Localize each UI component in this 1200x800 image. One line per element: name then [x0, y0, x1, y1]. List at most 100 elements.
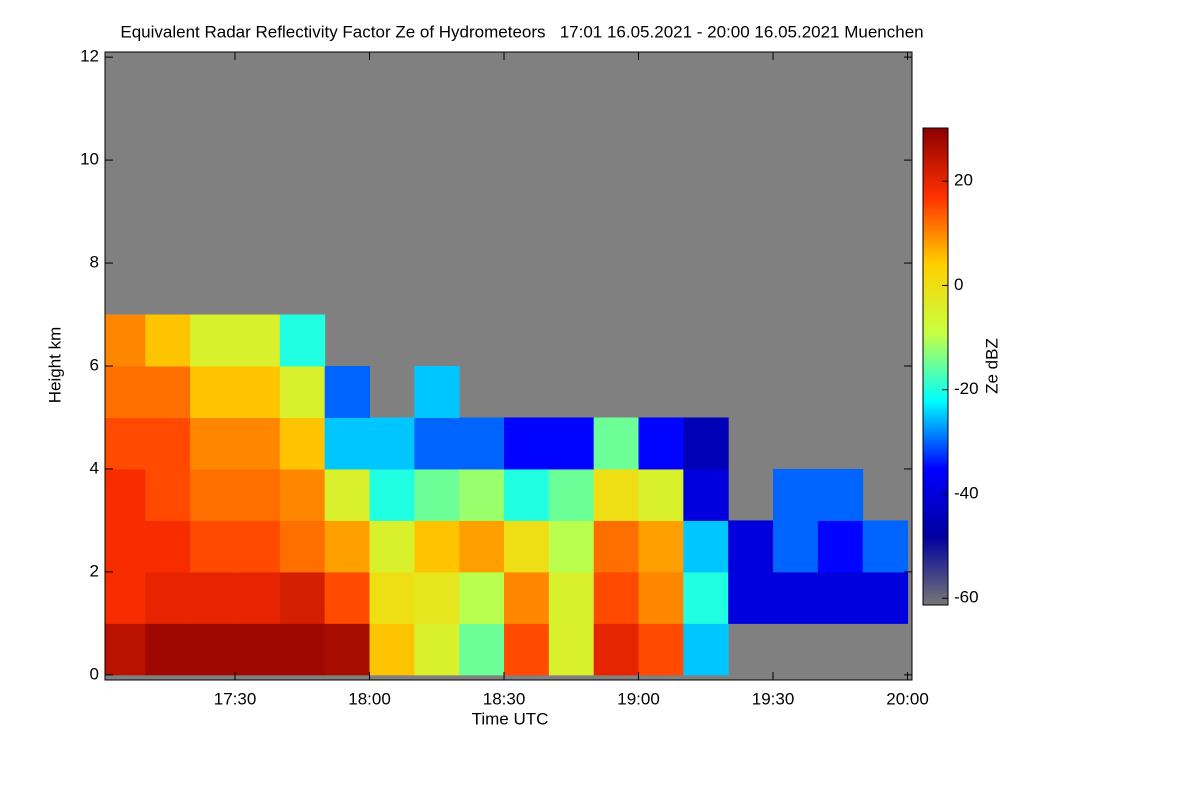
heatmap-cell [593, 623, 640, 676]
heatmap-cell [105, 417, 146, 470]
heatmap-cell [105, 520, 146, 573]
heatmap-cell [324, 623, 371, 676]
heatmap-cell [817, 571, 864, 624]
heatmap-cell [235, 571, 281, 624]
heatmap-cell [235, 520, 281, 573]
y-axis-label: Height km [45, 327, 64, 404]
heatmap-cell [279, 366, 326, 418]
heatmap-cell [548, 520, 595, 573]
heatmap-cell [817, 468, 864, 521]
heatmap-cell [324, 417, 371, 470]
heatmap-cell [145, 571, 191, 624]
chart-title: Equivalent Radar Reflectivity Factor Ze … [120, 22, 923, 41]
heatmap-cell [145, 623, 191, 676]
heatmap-cell [683, 623, 729, 676]
heatmap-cell [683, 571, 729, 624]
heatmap-cell [459, 520, 505, 573]
y-tick-label: 4 [90, 458, 99, 477]
heatmap-cell [145, 468, 191, 521]
heatmap-cell [190, 520, 236, 573]
heatmap-cell [459, 417, 505, 470]
heatmap-cell [414, 571, 460, 624]
y-tick-label: 6 [90, 355, 99, 374]
heatmap-cell [279, 520, 326, 573]
heatmap-cell [324, 366, 371, 418]
heatmap-cell [504, 520, 550, 573]
x-tick-label: 18:00 [348, 689, 391, 708]
colorbar-tick-label: -20 [954, 379, 979, 398]
heatmap-cell [414, 520, 460, 573]
heatmap-cell [105, 468, 146, 521]
heatmap-cell [504, 623, 550, 676]
heatmap-cell [728, 520, 774, 573]
heatmap-cell [235, 468, 281, 521]
heatmap-cell [369, 571, 415, 624]
heatmap-cell [105, 314, 146, 367]
heatmap-cell [683, 468, 729, 521]
colorbar-tick-label: 0 [954, 275, 963, 294]
heatmap-cell [279, 417, 326, 470]
heatmap-cell [862, 571, 909, 624]
heatmap-cell [279, 623, 326, 676]
heatmap-cell [459, 623, 505, 676]
heatmap-cell [593, 571, 640, 624]
heatmap-cell [773, 468, 819, 521]
heatmap-cell [145, 417, 191, 470]
heatmap-cell [548, 417, 595, 470]
heatmap-cell [145, 366, 191, 418]
heatmap-cell [817, 520, 864, 573]
heatmap-cell [324, 468, 371, 521]
heatmap-cell [369, 417, 415, 470]
y-tick-label: 8 [90, 253, 99, 272]
x-tick-label: 19:30 [752, 689, 795, 708]
heatmap-cell [369, 520, 415, 573]
heatmap-cell [683, 520, 729, 573]
heatmap-cell [105, 366, 146, 418]
heatmap-cell [414, 468, 460, 521]
heatmap-cell [593, 468, 640, 521]
colorbar-tick-label: -40 [954, 483, 979, 502]
heatmap-cell [279, 314, 326, 367]
heatmap-cell [773, 571, 819, 624]
heatmap-cell [235, 417, 281, 470]
heatmap-cell [638, 468, 684, 521]
colorbar [922, 127, 949, 606]
heatmap-cell [235, 366, 281, 418]
colorbar-tick-label: -60 [954, 588, 979, 607]
x-tick-label: 19:00 [617, 689, 660, 708]
heatmap-cell [683, 417, 729, 470]
heatmap-cell [369, 468, 415, 521]
colorbar-label: Ze dBZ [982, 338, 1001, 394]
heatmap-cell [459, 571, 505, 624]
heatmap-cell [190, 623, 236, 676]
y-tick-label: 10 [80, 150, 99, 169]
heatmap-cell [235, 314, 281, 367]
heatmap-cell [862, 520, 909, 573]
heatmap-cell [504, 468, 550, 521]
x-axis-label: Time UTC [472, 709, 549, 728]
heatmap-cell [190, 571, 236, 624]
heatmap-cell [773, 520, 819, 573]
y-tick-label: 12 [80, 47, 99, 66]
colorbar-tick-label: 20 [954, 171, 973, 190]
heatmap-cell [279, 571, 326, 624]
heatmap-cell [235, 623, 281, 676]
heatmap-cell [190, 314, 236, 367]
heatmap-cell [728, 571, 774, 624]
heatmap-cell [369, 623, 415, 676]
heatmap-cell [548, 571, 595, 624]
heatmap-cell [593, 417, 640, 470]
heatmap-cell [548, 468, 595, 521]
heatmap-cell [638, 623, 684, 676]
heatmap-cell [638, 520, 684, 573]
heatmap-cell [459, 468, 505, 521]
heatmap-cell [145, 520, 191, 573]
y-tick-label: 2 [90, 561, 99, 580]
heatmap-cell [279, 468, 326, 521]
heatmap-cell [324, 520, 371, 573]
x-tick-label: 20:00 [886, 689, 929, 708]
heatmap-cell [504, 417, 550, 470]
heatmap [105, 314, 909, 676]
heatmap-cell [414, 417, 460, 470]
